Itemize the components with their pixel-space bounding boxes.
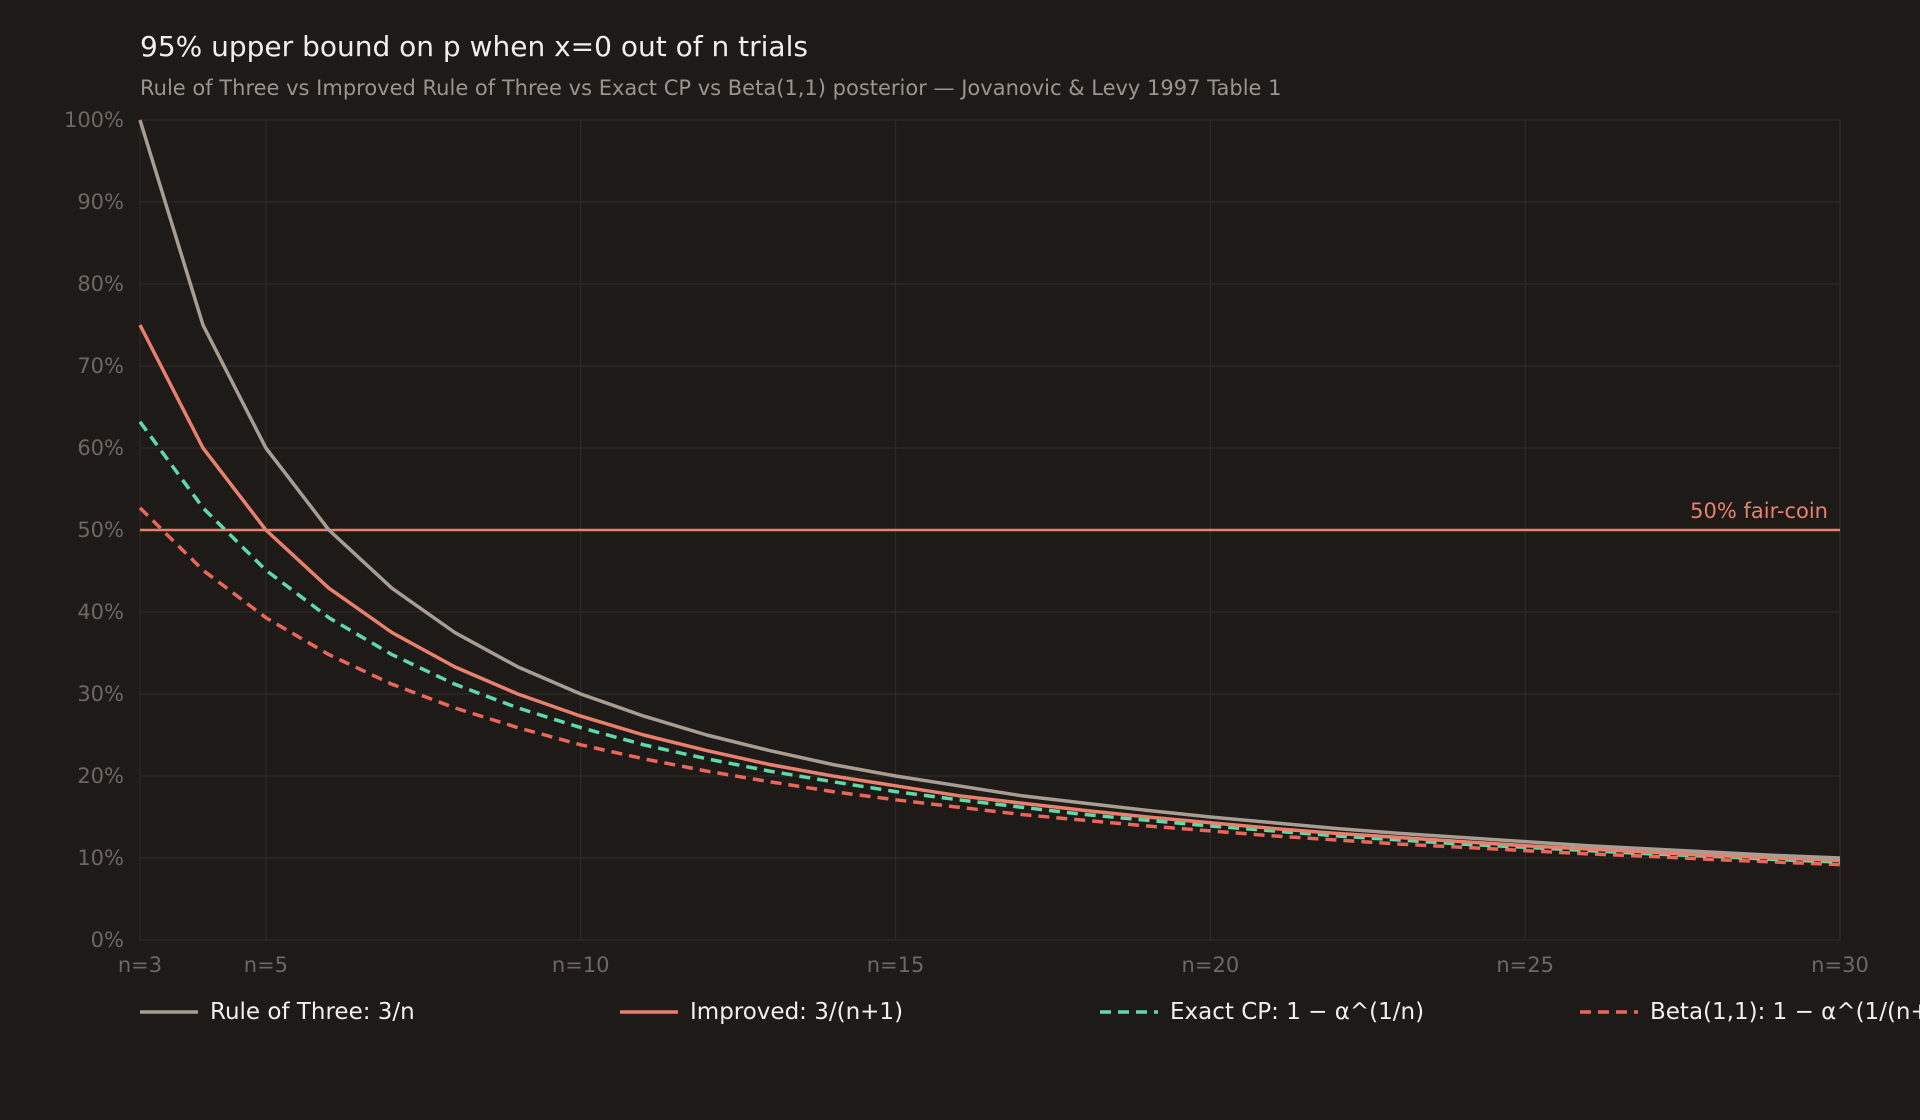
legend-item-improved: Improved: 3/(n+1) (620, 994, 903, 1030)
y-tick-label: 80% (77, 272, 124, 296)
legend-item-rule-of-three: Rule of Three: 3/n (140, 994, 415, 1030)
y-tick-label: 0% (91, 928, 124, 952)
y-tick-label: 70% (77, 354, 124, 378)
y-tick-label: 30% (77, 682, 124, 706)
line-chart: 0% 10% 20% 30% 40% 50% 60% 70% 80% 90% 100% n=3 n=5 n… (64, 108, 1869, 977)
reference-line-group: 50% fair-coin (140, 499, 1840, 532)
x-tick-label: n=15 (867, 953, 925, 977)
legend-swatch-beta (1580, 1010, 1638, 1014)
chart-title: 95% upper bound on p when x=0 out of n t… (140, 30, 808, 63)
y-tick-label: 50% (77, 518, 124, 542)
legend: Rule of Three: 3/n Improved: 3/(n+1) Exa… (140, 994, 1920, 1030)
legend-item-exact-cp: Exact CP: 1 − α^(1/n) (1100, 994, 1424, 1030)
legend-swatch-exact-cp (1100, 1010, 1158, 1014)
legend-label-improved: Improved: 3/(n+1) (690, 999, 904, 1025)
series-line-exact-cp (138, 420, 1841, 864)
y-tick-label: 40% (77, 600, 124, 624)
x-tick-label: n=3 (118, 953, 162, 977)
x-tick-label: n=10 (552, 953, 610, 977)
legend-label-beta: Beta(1,1): 1 − α^(1/(n+1)) (1650, 999, 1920, 1025)
y-tick-label: 10% (77, 846, 124, 870)
y-tick-label: 60% (77, 436, 124, 460)
x-tick-label: n=25 (1496, 953, 1554, 977)
legend-swatch-rule-of-three (140, 1010, 198, 1014)
y-tick-label: 20% (77, 764, 124, 788)
reference-line-label: 50% fair-coin (1690, 499, 1828, 523)
series-lines (138, 119, 1841, 867)
chart-subtitle: Rule of Three vs Improved Rule of Three … (140, 76, 1282, 100)
legend-item-beta: Beta(1,1): 1 − α^(1/(n+1)) (1580, 994, 1920, 1030)
series-line-beta (138, 506, 1841, 867)
x-tick-label: n=30 (1811, 953, 1869, 977)
axis-labels: 0% 10% 20% 30% 40% 50% 60% 70% 80% 90% 100% n=3 n=5 n… (64, 108, 1869, 977)
x-tick-label: n=5 (244, 953, 288, 977)
y-tick-label: 90% (77, 190, 124, 214)
series-line-improved (138, 324, 1841, 863)
y-tick-label: 100% (64, 108, 124, 132)
legend-swatch-improved (620, 1010, 678, 1014)
series-line-rule-of-three (138, 119, 1841, 860)
legend-label-exact-cp: Exact CP: 1 − α^(1/n) (1170, 999, 1425, 1025)
x-tick-label: n=20 (1182, 953, 1240, 977)
legend-label-rule-of-three: Rule of Three: 3/n (210, 999, 415, 1025)
